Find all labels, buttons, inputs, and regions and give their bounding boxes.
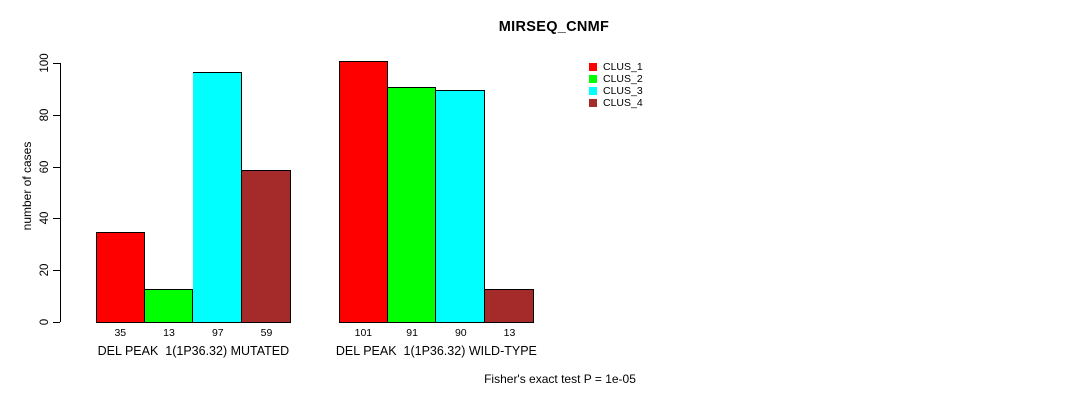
legend-row: CLUS_4	[589, 97, 643, 109]
bar-clus_2-group1	[144, 289, 194, 323]
y-tick-mark	[53, 322, 60, 323]
bar-clus_4-group1	[242, 170, 291, 323]
legend-row: CLUS_3	[589, 85, 643, 97]
fisher-test-annotation: Fisher's exact test P = 1e-05	[484, 372, 636, 386]
bar-value-label: 13	[503, 327, 516, 339]
legend-label: CLUS_1	[603, 61, 643, 73]
bar-clus_3-group1	[193, 71, 243, 323]
legend-row: CLUS_2	[589, 73, 643, 85]
y-tick-label: 40	[39, 211, 51, 225]
bar-value-label: 35	[114, 327, 127, 339]
bar-clus_2-group2	[387, 87, 437, 323]
bar-clus_3-group2	[436, 89, 486, 323]
y-tick-label: 20	[39, 263, 51, 277]
x-category-label: DEL PEAK 1(1P36.32) WILD-TYPE	[335, 344, 537, 358]
legend-swatch	[589, 99, 597, 107]
bar-clus_1-group1	[96, 232, 145, 323]
x-category-label: DEL PEAK 1(1P36.32) MUTATED	[97, 344, 290, 358]
legend-row: CLUS_1	[589, 61, 643, 73]
bar-value-label: 101	[354, 327, 373, 339]
legend-label: CLUS_2	[603, 73, 643, 85]
chart-title: MIRSEQ_CNMF	[498, 19, 610, 35]
y-tick-mark	[53, 166, 60, 168]
y-tick-label: 80	[39, 108, 51, 122]
y-tick-mark	[53, 114, 60, 116]
legend-swatch	[589, 63, 597, 71]
bar-value-label: 13	[163, 327, 175, 339]
bar-value-label: 90	[454, 327, 467, 339]
bar-value-label: 59	[260, 327, 273, 339]
y-tick-mark	[53, 270, 60, 272]
bar-value-label: 91	[406, 327, 418, 339]
bar-clus_1-group2	[339, 61, 388, 323]
bar-clus_4-group2	[485, 289, 534, 323]
y-tick-label: 0	[39, 318, 51, 326]
y-tick-mark	[53, 63, 60, 64]
legend-swatch	[589, 75, 597, 83]
legend-swatch	[589, 87, 597, 95]
y-axis-line	[60, 63, 61, 322]
legend-label: CLUS_3	[603, 85, 643, 97]
legend: CLUS_1 CLUS_2 CLUS_3 CLUS_4	[589, 61, 643, 109]
y-axis-label: number of cases	[20, 141, 34, 231]
y-tick-label: 100	[39, 53, 51, 73]
y-tick-label: 60	[39, 160, 51, 173]
bar-value-label: 97	[211, 327, 224, 339]
y-tick-mark	[53, 218, 60, 220]
legend-label: CLUS_4	[603, 97, 643, 109]
